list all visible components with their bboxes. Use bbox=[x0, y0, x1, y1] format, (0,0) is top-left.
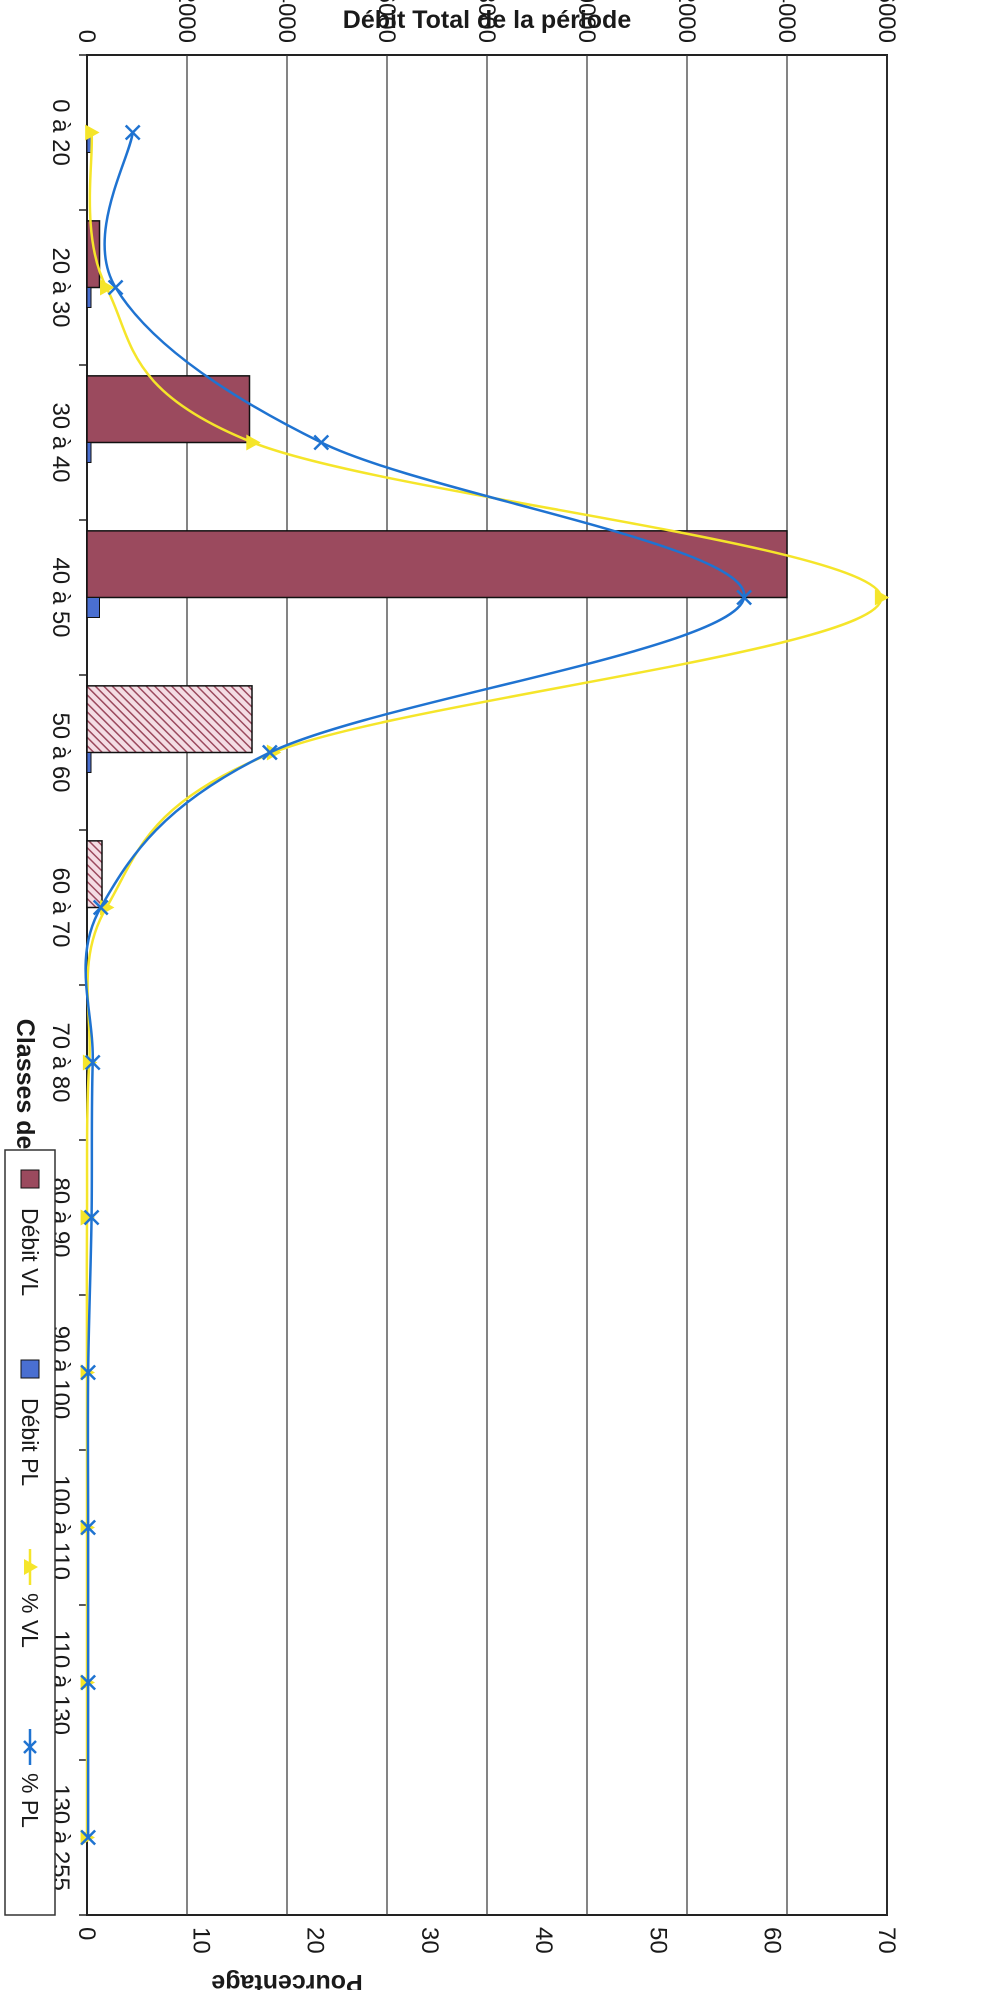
category-label-5: 60 à 70 bbox=[47, 867, 74, 947]
category-label-1: 20 à 30 bbox=[47, 247, 74, 327]
point-pct-pl-8 bbox=[80, 1364, 97, 1381]
plot-frame-layer bbox=[79, 54, 888, 1916]
y-tick-label-4: 8000 bbox=[473, 0, 500, 43]
y2-tick-label-0: 0 bbox=[73, 1927, 100, 1940]
point-pct-pl-2 bbox=[313, 434, 330, 451]
y-tick-label-0: 0 bbox=[73, 30, 100, 43]
point-pct-pl-10 bbox=[80, 1674, 97, 1691]
legend-entry-0: Débit VL bbox=[17, 1169, 43, 1296]
point-pct-vl-1 bbox=[100, 279, 115, 296]
legend-label-2: % VL bbox=[17, 1593, 43, 1648]
bar-debit-vl-1 bbox=[86, 220, 101, 289]
category-label-2: 30 à 40 bbox=[47, 402, 74, 482]
legend-label-3: % PL bbox=[17, 1773, 43, 1828]
point-pct-pl-1 bbox=[107, 279, 124, 296]
y2-tick-label-5: 50 bbox=[644, 1927, 671, 1954]
y-axis-title: Débit Total de la période bbox=[343, 6, 632, 34]
y-tick-label-6: 12000 bbox=[673, 0, 700, 43]
legend-swatch-0 bbox=[20, 1169, 40, 1189]
point-pct-vl-3 bbox=[874, 589, 890, 606]
legend-entry-2: % VL bbox=[17, 1549, 43, 1648]
point-pct-pl-7 bbox=[83, 1209, 100, 1226]
legend-entry-1: Débit PL bbox=[17, 1359, 43, 1486]
bar-debit-pl-4 bbox=[86, 752, 92, 773]
legend-label-1: Débit PL bbox=[17, 1398, 43, 1486]
line-pct-pl bbox=[84, 132, 746, 1838]
bar-debit-pl-3 bbox=[86, 597, 100, 618]
lines-layer bbox=[80, 124, 890, 1846]
legend-layer: Débit VL Débit PL % VL % PL bbox=[4, 1149, 56, 1916]
bar-debit-pl-2 bbox=[86, 442, 92, 463]
y-tick-label-8: 16000 bbox=[873, 0, 900, 43]
chart-root: 0 à 20 20 à 30 30 à 40 40 à 50 50 à 60 60 à 7… bbox=[4, 0, 900, 1990]
y-tick-label-7: 14000 bbox=[773, 0, 800, 43]
point-pct-pl-3 bbox=[736, 589, 753, 606]
legend-swatch-1 bbox=[20, 1359, 40, 1379]
y-tick-label-5: 10000 bbox=[573, 0, 600, 43]
y2-tick-label-4: 40 bbox=[530, 1927, 557, 1954]
point-pct-vl-2 bbox=[246, 434, 261, 451]
point-pct-vl-6 bbox=[82, 1054, 98, 1071]
category-label-3: 40 à 50 bbox=[47, 557, 74, 637]
y2-tick-label-3: 30 bbox=[416, 1927, 443, 1954]
category-label-6: 70 à 80 bbox=[47, 1022, 74, 1102]
point-pct-pl-0 bbox=[124, 124, 141, 141]
point-pct-pl-5 bbox=[92, 899, 109, 916]
y2-tick-label-2: 20 bbox=[302, 1927, 329, 1954]
point-pct-pl-4 bbox=[261, 744, 278, 761]
point-pct-vl-7 bbox=[80, 1209, 95, 1226]
bar-debit-vl-2 bbox=[86, 375, 251, 444]
legend-entry-3: % PL bbox=[17, 1729, 43, 1828]
point-pct-vl-0 bbox=[85, 124, 100, 141]
bar-debit-vl-4 bbox=[86, 685, 253, 754]
category-label-4: 50 à 60 bbox=[47, 712, 74, 792]
y2-tick-label-7: 70 bbox=[873, 1927, 900, 1954]
y-tick-label-1: 2000 bbox=[173, 0, 200, 43]
y2-axis-title: Pourcentage bbox=[211, 1969, 363, 1990]
bar-debit-vl-3 bbox=[86, 530, 788, 599]
y2-tick-label-1: 10 bbox=[187, 1927, 214, 1954]
bar-debit-pl-1 bbox=[86, 287, 92, 308]
bars-layer bbox=[86, 132, 788, 909]
legend-label-0: Débit VL bbox=[17, 1208, 43, 1296]
point-pct-vl-4 bbox=[266, 744, 282, 761]
point-pct-pl-6 bbox=[84, 1054, 101, 1071]
category-label-0: 0 à 20 bbox=[47, 99, 74, 166]
y-tick-label-3: 6000 bbox=[373, 0, 400, 43]
legend-box bbox=[4, 1149, 56, 1916]
bar-debit-vl-5 bbox=[86, 840, 103, 909]
point-pct-pl-9 bbox=[80, 1519, 97, 1536]
point-pct-pl-11 bbox=[80, 1829, 97, 1846]
y2-tick-label-6: 60 bbox=[759, 1927, 786, 1954]
y-tick-label-2: 4000 bbox=[273, 0, 300, 43]
